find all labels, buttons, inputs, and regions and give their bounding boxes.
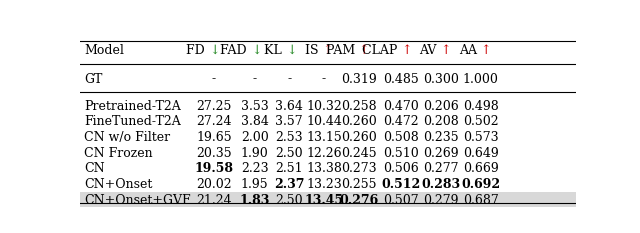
Text: 0.277: 0.277 [423,162,458,175]
Text: 0.506: 0.506 [383,162,419,175]
Text: 3.84: 3.84 [241,115,269,128]
Text: 20.02: 20.02 [196,178,232,191]
Text: 2.50: 2.50 [275,147,303,160]
Text: 27.24: 27.24 [196,115,232,128]
Text: 0.245: 0.245 [341,147,376,160]
Text: 3.64: 3.64 [275,99,303,113]
Text: 0.669: 0.669 [463,162,499,175]
Text: 0.512: 0.512 [382,178,421,191]
Text: 1.83: 1.83 [239,194,270,207]
Text: 0.273: 0.273 [341,162,376,175]
Text: ↑: ↑ [401,44,412,57]
Text: 0.470: 0.470 [383,99,419,113]
Text: 13.15: 13.15 [306,131,342,144]
Text: 0.255: 0.255 [341,178,376,191]
Text: 0.573: 0.573 [463,131,499,144]
Text: 2.51: 2.51 [275,162,303,175]
Text: FD: FD [186,44,209,57]
Text: 0.498: 0.498 [463,99,499,113]
Text: 3.57: 3.57 [275,115,303,128]
Text: 0.319: 0.319 [341,73,376,86]
Bar [80,192,576,208]
Text: 21.24: 21.24 [196,194,232,207]
Text: CN w/o Filter: CN w/o Filter [84,131,170,144]
Text: 0.485: 0.485 [383,73,419,86]
Text: 0.258: 0.258 [341,99,376,113]
Text: 0.269: 0.269 [423,147,458,160]
Text: AV: AV [419,44,440,57]
Text: 0.206: 0.206 [422,99,458,113]
Text: 0.472: 0.472 [383,115,419,128]
Text: ↓: ↓ [251,44,262,57]
Text: 0.507: 0.507 [383,194,419,207]
Text: 0.692: 0.692 [461,178,500,191]
Text: KL: KL [264,44,286,57]
Text: 0.510: 0.510 [383,147,419,160]
Text: 2.53: 2.53 [275,131,303,144]
Text: 0.260: 0.260 [341,115,376,128]
Text: 10.32: 10.32 [306,99,342,113]
Text: 19.58: 19.58 [195,162,234,175]
Text: 10.44: 10.44 [306,115,342,128]
Text: Model: Model [84,44,124,57]
Text: 0.649: 0.649 [463,147,499,160]
Text: CN: CN [84,162,104,175]
Text: 20.35: 20.35 [196,147,232,160]
Text: Pretrained-T2A: Pretrained-T2A [84,99,180,113]
Text: CN+Onset+GVF: CN+Onset+GVF [84,194,191,207]
Text: 0.276: 0.276 [339,194,378,207]
Text: 0.208: 0.208 [422,115,458,128]
Text: ↓: ↓ [286,44,296,57]
Text: 2.23: 2.23 [241,162,268,175]
Text: AA: AA [459,44,481,57]
Text: -: - [287,73,291,86]
Text: 0.283: 0.283 [421,178,460,191]
Text: 12.26: 12.26 [306,147,342,160]
Text: 0.502: 0.502 [463,115,499,128]
Text: 0.508: 0.508 [383,131,419,144]
Text: 13.38: 13.38 [306,162,342,175]
Text: GT: GT [84,73,102,86]
Text: 1.95: 1.95 [241,178,268,191]
Text: CLAP: CLAP [362,44,401,57]
Text: ↑: ↑ [322,44,333,57]
Text: 2.37: 2.37 [274,178,305,191]
Text: ↑: ↑ [481,44,492,57]
Text: 13.45: 13.45 [305,194,344,207]
Text: 13.23: 13.23 [306,178,342,191]
Text: 0.260: 0.260 [341,131,376,144]
Text: 2.00: 2.00 [241,131,268,144]
Text: 2.50: 2.50 [275,194,303,207]
Text: 0.300: 0.300 [422,73,458,86]
Text: 1.90: 1.90 [241,147,268,160]
Text: FAD: FAD [221,44,251,57]
Text: 27.25: 27.25 [196,99,232,113]
Text: ↓: ↓ [209,44,220,57]
Text: FineTuned-T2A: FineTuned-T2A [84,115,180,128]
Text: IS: IS [305,44,322,57]
Text: CN Frozen: CN Frozen [84,147,152,160]
Text: ↑: ↑ [440,44,451,57]
Text: 3.53: 3.53 [241,99,268,113]
Text: -: - [322,73,326,86]
Text: 0.687: 0.687 [463,194,499,207]
Text: 0.279: 0.279 [423,194,458,207]
Text: CN+Onset: CN+Onset [84,178,152,191]
Text: 19.65: 19.65 [196,131,232,144]
Text: ↑: ↑ [359,44,369,57]
Text: -: - [212,73,216,86]
Text: -: - [253,73,257,86]
Text: PAM: PAM [326,44,359,57]
Text: 0.235: 0.235 [423,131,458,144]
Text: 1.000: 1.000 [463,73,499,86]
